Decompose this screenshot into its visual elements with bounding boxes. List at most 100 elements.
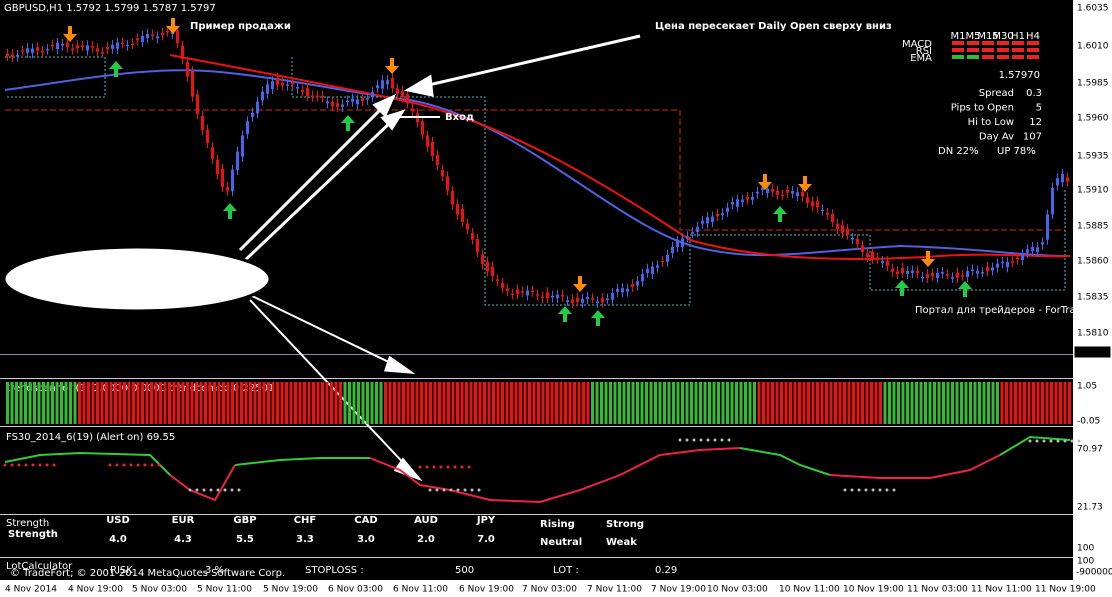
candle (1061, 173, 1064, 183)
candle (906, 270, 909, 275)
bar (789, 382, 792, 424)
candle (56, 42, 59, 50)
bar (604, 382, 608, 424)
bar (586, 382, 590, 424)
bar (375, 382, 378, 424)
bar (613, 382, 617, 424)
bar (780, 382, 783, 424)
candle (921, 276, 924, 279)
bar (892, 382, 896, 424)
bar (658, 382, 662, 424)
candle (146, 34, 149, 39)
signal-cell (1027, 41, 1039, 45)
annotation-arrows (238, 34, 641, 482)
bar (388, 382, 392, 424)
candle (741, 199, 744, 203)
stat-label: Hi to Low (968, 117, 1014, 128)
bar (402, 382, 405, 424)
candle (321, 95, 324, 98)
candle (856, 239, 859, 245)
dot (1063, 439, 1067, 443)
bar (685, 382, 689, 424)
lot-value: 0.29 (655, 565, 677, 576)
candle (691, 232, 694, 234)
candle (31, 48, 34, 54)
bar (123, 382, 126, 424)
candle (981, 272, 984, 274)
candle (726, 207, 729, 212)
currency-strength: 3.3 (296, 534, 314, 545)
arrow-up (591, 310, 605, 326)
currency: CAD (354, 515, 377, 526)
bar (78, 382, 81, 424)
bar (141, 382, 144, 424)
bar (532, 382, 536, 424)
candle (231, 169, 234, 192)
time-label: 5 Nov 03:00 (132, 585, 187, 595)
candle (991, 267, 994, 271)
candle (296, 86, 299, 89)
dot (1049, 439, 1053, 443)
stat-value: 5 (1036, 103, 1042, 114)
copyright: © TradeFort; © 2001-2014 MetaQuotes Soft… (10, 568, 285, 579)
candle (581, 298, 584, 303)
bar (204, 382, 207, 424)
candle (686, 236, 689, 238)
bar (649, 382, 653, 424)
arrow-up (341, 115, 355, 131)
candle (516, 289, 519, 295)
bar (231, 382, 234, 424)
bar (663, 382, 666, 424)
bar (87, 382, 90, 424)
bar (672, 382, 675, 424)
candle (276, 77, 279, 85)
candle (281, 82, 284, 86)
bar (379, 382, 383, 424)
bar (253, 382, 257, 424)
bar (712, 382, 716, 424)
bar (951, 382, 954, 424)
dot (108, 463, 112, 467)
bar (541, 382, 545, 424)
candle (421, 121, 424, 135)
dot (157, 463, 161, 467)
line (829, 454, 1001, 479)
bar (1027, 382, 1031, 424)
candle (556, 294, 559, 299)
signal-cell (952, 41, 964, 45)
dot (446, 465, 450, 469)
candle (116, 42, 119, 49)
bar (222, 382, 225, 424)
candle (201, 116, 204, 130)
bar (19, 382, 23, 424)
symbol: GBPUSD,H1 1.5792 1.5799 1.5787 1.5797 (4, 3, 216, 14)
bar (69, 382, 72, 424)
candle (566, 300, 569, 302)
bar (159, 382, 162, 424)
bar (339, 382, 342, 424)
bar (73, 382, 77, 424)
timeframe: H4 (1026, 31, 1040, 42)
bar (1050, 382, 1053, 424)
bar (100, 382, 104, 424)
bar (208, 382, 212, 424)
dot (17, 463, 21, 467)
lot-field: STOPLOSS : (305, 565, 364, 576)
candle (36, 47, 39, 51)
bar (1023, 382, 1026, 424)
arrow-up (773, 206, 787, 222)
bar (825, 382, 828, 424)
candle (961, 275, 964, 277)
dot (122, 463, 126, 467)
candle (591, 298, 594, 300)
candle (621, 288, 624, 293)
bar (1063, 382, 1067, 424)
dot (10, 463, 14, 467)
signal-cell (967, 41, 979, 45)
bar (775, 382, 779, 424)
bar (406, 382, 410, 424)
stat-value: 0.3 (1026, 88, 1042, 99)
candle (491, 266, 494, 277)
dn-percent: DN 22% (938, 146, 979, 157)
